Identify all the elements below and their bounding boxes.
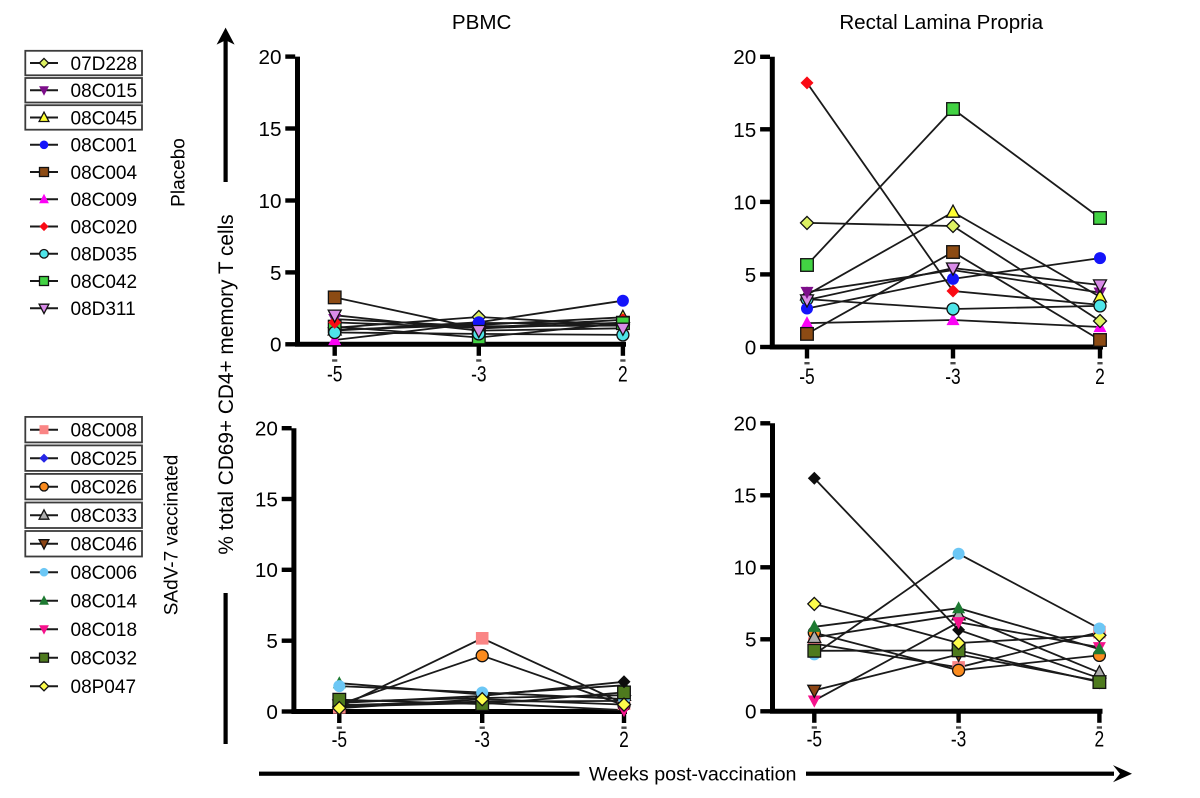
svg-text:15: 15 bbox=[733, 485, 756, 508]
svg-text:08C045: 08C045 bbox=[71, 108, 138, 129]
svg-text:-3: -3 bbox=[951, 728, 966, 753]
svg-text:08C001: 08C001 bbox=[71, 136, 138, 157]
svg-text:2: 2 bbox=[1095, 728, 1105, 753]
svg-text:PBMC: PBMC bbox=[452, 11, 512, 34]
svg-text:-5: -5 bbox=[327, 362, 342, 387]
svg-text:2: 2 bbox=[1095, 365, 1105, 390]
svg-text:-5: -5 bbox=[799, 365, 814, 390]
svg-text:15: 15 bbox=[258, 118, 281, 141]
svg-text:20: 20 bbox=[733, 413, 756, 436]
svg-text:08P047: 08P047 bbox=[71, 677, 137, 698]
svg-text:SAdV-7 vaccinated: SAdV-7 vaccinated bbox=[161, 455, 182, 616]
svg-text:08D311: 08D311 bbox=[71, 299, 136, 320]
svg-text:0: 0 bbox=[270, 334, 282, 357]
svg-text:Weeks post-vaccination: Weeks post-vaccination bbox=[589, 764, 797, 786]
svg-text:08C025: 08C025 bbox=[71, 449, 138, 470]
svg-text:20: 20 bbox=[255, 418, 278, 441]
svg-text:15: 15 bbox=[255, 488, 278, 511]
svg-text:Rectal Lamina Propria: Rectal Lamina Propria bbox=[839, 11, 1043, 34]
svg-text:-3: -3 bbox=[471, 362, 486, 387]
svg-text:08C015: 08C015 bbox=[71, 81, 138, 102]
svg-text:08C009: 08C009 bbox=[71, 190, 138, 211]
svg-text:15: 15 bbox=[733, 119, 756, 142]
svg-text:-5: -5 bbox=[332, 728, 347, 753]
svg-text:08C018: 08C018 bbox=[71, 620, 138, 641]
svg-text:08C046: 08C046 bbox=[71, 535, 138, 556]
svg-text:-3: -3 bbox=[945, 365, 960, 390]
svg-text:10: 10 bbox=[733, 557, 756, 580]
svg-text:0: 0 bbox=[745, 701, 757, 724]
svg-text:Placebo: Placebo bbox=[168, 138, 189, 207]
svg-text:2: 2 bbox=[619, 728, 629, 753]
svg-text:10: 10 bbox=[258, 190, 281, 213]
svg-text:08D035: 08D035 bbox=[71, 245, 138, 266]
svg-text:5: 5 bbox=[745, 264, 757, 287]
svg-text:-5: -5 bbox=[807, 728, 822, 753]
svg-text:08C006: 08C006 bbox=[71, 563, 138, 584]
svg-text:08C014: 08C014 bbox=[71, 592, 138, 613]
svg-text:5: 5 bbox=[270, 262, 282, 285]
svg-text:08C008: 08C008 bbox=[71, 421, 138, 442]
svg-text:-3: -3 bbox=[474, 728, 489, 753]
svg-text:08C032: 08C032 bbox=[71, 649, 138, 670]
svg-text:08C033: 08C033 bbox=[71, 506, 138, 527]
svg-text:0: 0 bbox=[266, 701, 278, 724]
svg-text:08C042: 08C042 bbox=[71, 272, 138, 293]
svg-text:08C026: 08C026 bbox=[71, 478, 138, 499]
svg-text:08C020: 08C020 bbox=[71, 217, 138, 238]
svg-text:10: 10 bbox=[255, 559, 278, 582]
svg-text:08C004: 08C004 bbox=[71, 163, 138, 184]
svg-text:20: 20 bbox=[258, 46, 281, 69]
svg-text:5: 5 bbox=[266, 630, 278, 653]
svg-text:07D228: 07D228 bbox=[71, 54, 138, 75]
svg-text:10: 10 bbox=[733, 191, 756, 214]
svg-text:0: 0 bbox=[745, 336, 757, 359]
svg-text:20: 20 bbox=[733, 46, 756, 69]
svg-text:2: 2 bbox=[618, 362, 628, 387]
svg-text:5: 5 bbox=[745, 629, 757, 652]
svg-text:% total CD69+ CD4+ memory T c: % total CD69+ CD4+ memory T cells bbox=[215, 214, 238, 554]
